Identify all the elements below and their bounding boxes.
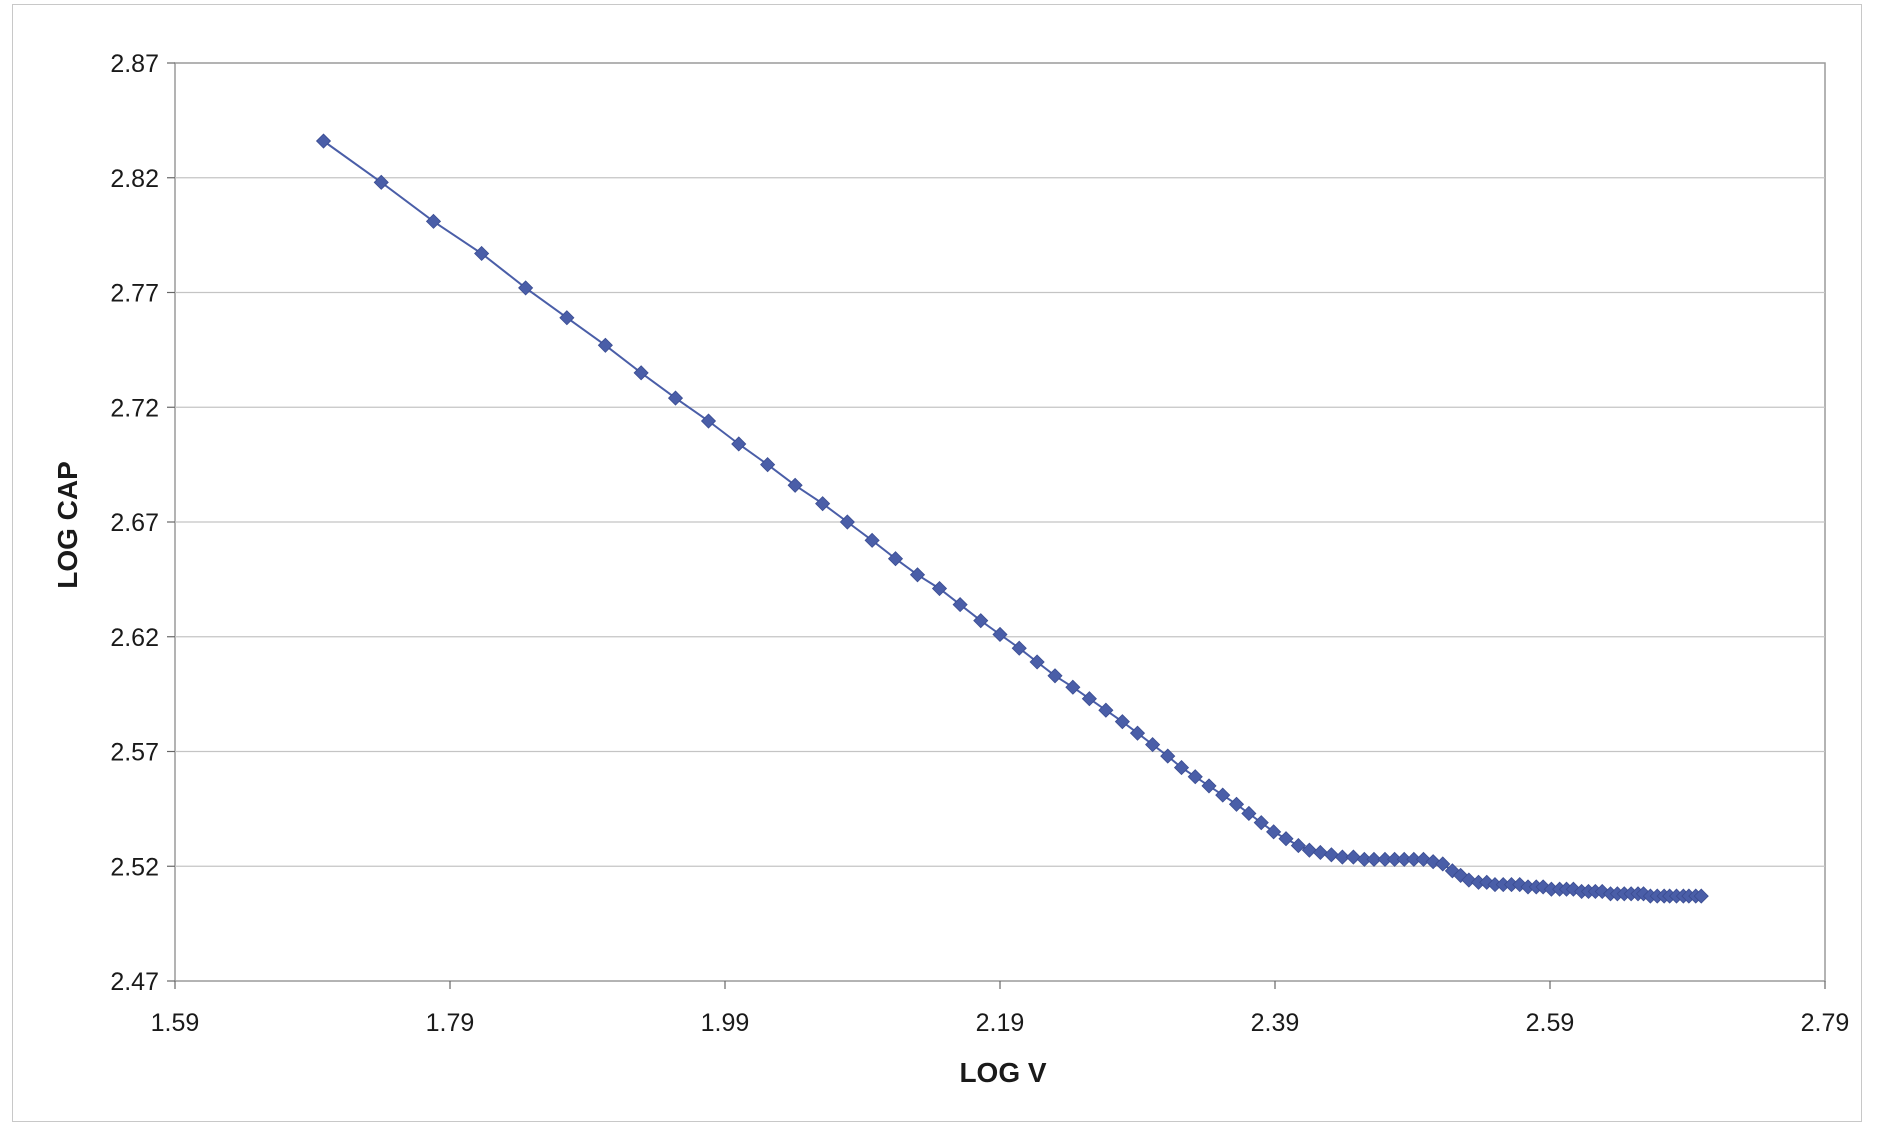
data-point-marker	[1253, 815, 1269, 831]
y-tick-label: 2.77	[110, 280, 159, 308]
y-tick-labels: 2.47 2.52 2.57 2.62 2.67 2.72 2.77 2.82 2.87	[110, 50, 175, 996]
data-point-marker	[1323, 847, 1339, 863]
y-axis-title: LOG CAP	[52, 461, 83, 589]
data-point-marker	[373, 174, 389, 190]
y-tick-label: 2.57	[110, 739, 159, 767]
data-point-marker	[1334, 849, 1350, 865]
data-point-marker	[633, 365, 649, 381]
data-point-marker	[1693, 888, 1709, 904]
data-point-marker	[667, 390, 684, 406]
x-axis-title: LOG V	[959, 1057, 1046, 1088]
data-point-marker	[1065, 679, 1081, 695]
data-point-marker	[315, 133, 332, 149]
data-point-marker	[787, 477, 803, 493]
data-point-marker	[1114, 714, 1130, 730]
data-point-marker	[474, 245, 490, 262]
y-tick-label: 2.82	[110, 165, 159, 193]
data-point-marker	[1201, 778, 1217, 794]
grid-lines	[175, 177, 1825, 867]
data-point-marker	[1345, 849, 1361, 865]
data-point-marker	[1145, 737, 1161, 753]
data-point-marker	[992, 626, 1008, 643]
data-point-marker	[1241, 805, 1257, 822]
data-point-marker	[1011, 640, 1027, 656]
data-point-marker	[518, 280, 534, 296]
data-point-marker	[559, 310, 575, 326]
x-tick-label: 2.19	[976, 1009, 1025, 1037]
data-point-marker	[815, 496, 831, 512]
data-point-marker	[1290, 838, 1306, 854]
y-tick-label: 2.47	[110, 968, 159, 996]
y-tick-label: 2.72	[110, 394, 159, 422]
series-layer	[315, 133, 1709, 904]
data-point-marker	[1435, 856, 1451, 872]
data-point-marker	[700, 413, 717, 429]
data-point-marker	[887, 551, 904, 567]
x-tick-label: 2.59	[1526, 1009, 1575, 1037]
data-point-marker	[952, 597, 968, 613]
data-point-marker	[1029, 654, 1045, 670]
data-point-marker	[1301, 842, 1317, 858]
data-point-marker	[1047, 668, 1063, 684]
data-point-marker	[909, 567, 926, 583]
data-point-marker	[1228, 796, 1245, 812]
x-tick-label: 2.79	[1801, 1009, 1850, 1037]
data-point-marker	[1173, 759, 1190, 776]
data-point-marker	[1098, 702, 1114, 718]
chart-svg: 2.47 2.52 2.57 2.62 2.67 2.72 2.77 2.82 2.87 1.5…	[52, 50, 1850, 1088]
data-point-marker	[1312, 844, 1328, 861]
data-point-marker	[597, 337, 613, 353]
data-point-marker	[1129, 725, 1146, 741]
y-tick-label: 2.52	[110, 853, 159, 881]
y-tick-label: 2.67	[110, 509, 159, 537]
data-point-marker	[1266, 824, 1282, 840]
x-tick-label: 1.99	[701, 1009, 750, 1037]
data-point-marker	[731, 436, 747, 452]
data-point-marker	[1081, 691, 1097, 707]
y-tick-label: 2.62	[110, 624, 159, 652]
data-point-marker	[864, 532, 880, 548]
data-point-marker	[760, 457, 776, 473]
x-tick-labels: 1.59 1.79 1.99 2.19 2.39 2.59 2.79	[151, 981, 1850, 1037]
x-tick-label: 1.59	[151, 1009, 200, 1037]
data-point-marker	[1366, 851, 1382, 867]
data-point-marker	[1187, 769, 1203, 785]
data-point-marker	[1215, 787, 1231, 803]
x-tick-label: 1.79	[426, 1009, 475, 1037]
data-point-marker	[973, 613, 989, 629]
data-point-marker	[425, 213, 442, 229]
x-tick-label: 2.39	[1251, 1009, 1300, 1037]
data-point-marker	[1278, 831, 1294, 847]
chart-frame: 2.47 2.52 2.57 2.62 2.67 2.72 2.77 2.82 2.87 1.5…	[12, 4, 1862, 1122]
data-point-marker	[931, 580, 948, 597]
y-tick-label: 2.87	[110, 50, 159, 78]
data-point-marker	[839, 514, 855, 530]
data-point-marker	[1160, 748, 1176, 764]
